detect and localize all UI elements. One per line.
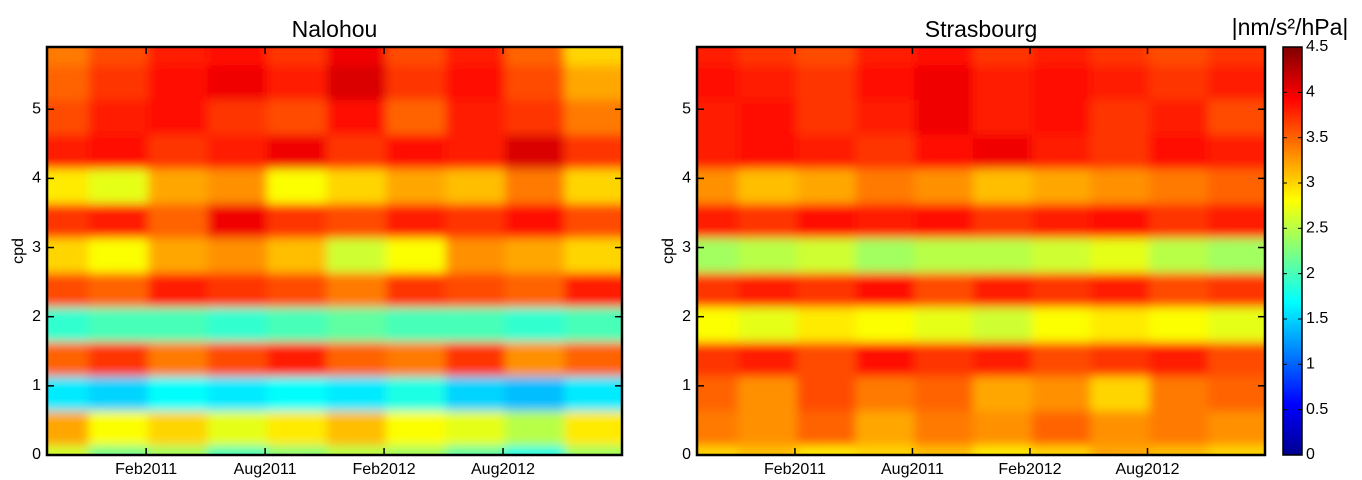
heat-cell (737, 47, 813, 66)
y-tick-label: 1 (682, 377, 691, 394)
y-axis-label: cpd (660, 238, 677, 264)
heat-cell (148, 47, 224, 66)
plot-area (697, 47, 1265, 455)
colorbar-tick-label: 0.5 (1306, 401, 1328, 418)
chart-title: Strasbourg (925, 16, 1038, 42)
heat-cell (385, 47, 462, 66)
heat-cell (267, 47, 343, 66)
x-tick-label: Feb2012 (998, 461, 1061, 478)
colorbar-tick-label: 4 (1306, 84, 1315, 101)
y-tick-label: 2 (32, 308, 41, 325)
heat-cell (445, 47, 521, 66)
heat-cell (855, 47, 931, 66)
colorbar-tick-label: 3.5 (1306, 129, 1328, 146)
heat-cell (1031, 47, 1107, 66)
colorbar (1282, 46, 1303, 456)
heat-cell (1149, 47, 1225, 66)
colorbar-tick-label: 2 (1306, 265, 1315, 282)
colorbar-tick-label: 2.5 (1306, 220, 1328, 237)
x-tick-label: Feb2011 (764, 461, 826, 478)
heat-cell (504, 47, 581, 66)
x-tick-label: Aug2012 (471, 461, 535, 478)
colorbar-tick-label: 0 (1306, 446, 1315, 463)
y-tick-label: 4 (32, 170, 41, 187)
x-tick-label: Aug2012 (1115, 461, 1179, 478)
colorbar-tick-label: 3 (1306, 174, 1315, 191)
y-tick-label: 2 (682, 308, 691, 325)
heat-cell (796, 47, 872, 66)
heat-cell (564, 47, 622, 66)
axes-frame (695, 45, 1267, 457)
y-tick-label: 4 (682, 170, 691, 187)
heat-cell (973, 47, 1048, 66)
x-tick-label: Aug2011 (881, 461, 944, 478)
y-axis-label: cpd (10, 238, 27, 264)
y-tick-label: 3 (682, 239, 691, 256)
heat-cell (207, 47, 284, 66)
y-tick-label: 0 (32, 446, 41, 463)
y-tick-label: 0 (682, 446, 691, 463)
colorbar-tick-label: 1 (1306, 356, 1315, 373)
chart-title: Nalohou (292, 16, 378, 42)
x-tick-label: Feb2011 (115, 461, 177, 478)
y-tick-label: 3 (32, 239, 41, 256)
heatmap (697, 47, 1265, 455)
heat-cell (1090, 47, 1166, 66)
y-tick-label: 5 (682, 100, 691, 117)
y-tick-label: 1 (32, 377, 41, 394)
colorbar-label: |nm/s²/hPa| (1232, 14, 1349, 40)
plot-area (47, 47, 622, 455)
x-tick-label: Aug2011 (234, 461, 297, 478)
y-tick-label: 5 (32, 100, 41, 117)
x-tick-label: Feb2012 (352, 461, 415, 478)
axes-frame (45, 45, 624, 457)
colorbar-tick-label: 1.5 (1306, 310, 1328, 327)
heat-cell (326, 47, 402, 66)
heat-cell (88, 47, 165, 66)
colorbar-tick-label: 4.5 (1306, 38, 1328, 55)
heat-cell (914, 47, 989, 66)
heatmap (47, 47, 622, 455)
heat-cell (1208, 47, 1265, 66)
